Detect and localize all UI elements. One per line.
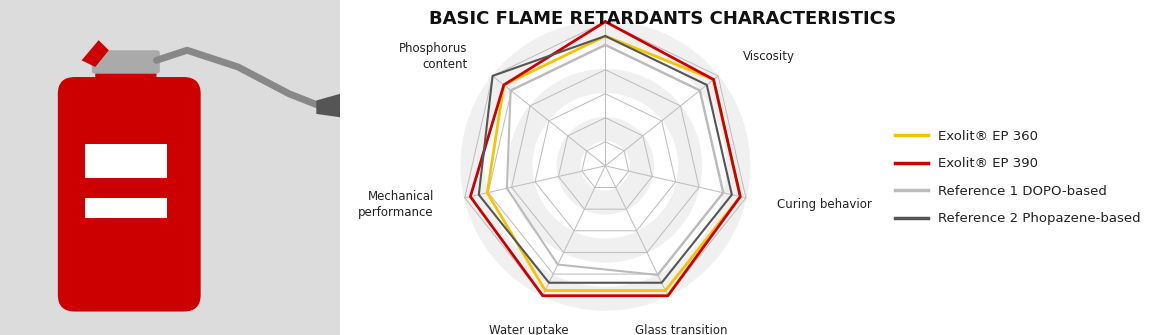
Polygon shape [557,118,654,214]
Text: Phosphorus
content: Phosphorus content [399,42,468,71]
Text: Mechanical
performance: Mechanical performance [359,191,434,219]
FancyBboxPatch shape [85,178,167,198]
FancyBboxPatch shape [85,144,167,218]
Polygon shape [510,70,701,262]
Text: Curing behavior: Curing behavior [777,198,872,211]
Polygon shape [316,94,340,117]
Ellipse shape [82,293,176,310]
FancyBboxPatch shape [92,50,160,74]
Polygon shape [533,94,678,238]
Polygon shape [485,46,725,286]
Polygon shape [461,22,749,310]
FancyBboxPatch shape [58,77,201,312]
Text: Viscosity: Viscosity [743,50,794,63]
Legend: Exolit® EP 360, Exolit® EP 390, Reference 1 DOPO-based, Reference 2 Phopazene-ba: Exolit® EP 360, Exolit® EP 390, Referenc… [890,125,1146,230]
Polygon shape [82,40,108,67]
Text: Glass transition
temperature: Glass transition temperature [635,324,728,335]
FancyBboxPatch shape [96,60,157,107]
Polygon shape [581,142,630,190]
Text: Water uptake
(of cured resin): Water uptake (of cured resin) [484,324,574,335]
Text: BASIC FLAME RETARDANTS CHARACTERISTICS: BASIC FLAME RETARDANTS CHARACTERISTICS [429,10,897,28]
